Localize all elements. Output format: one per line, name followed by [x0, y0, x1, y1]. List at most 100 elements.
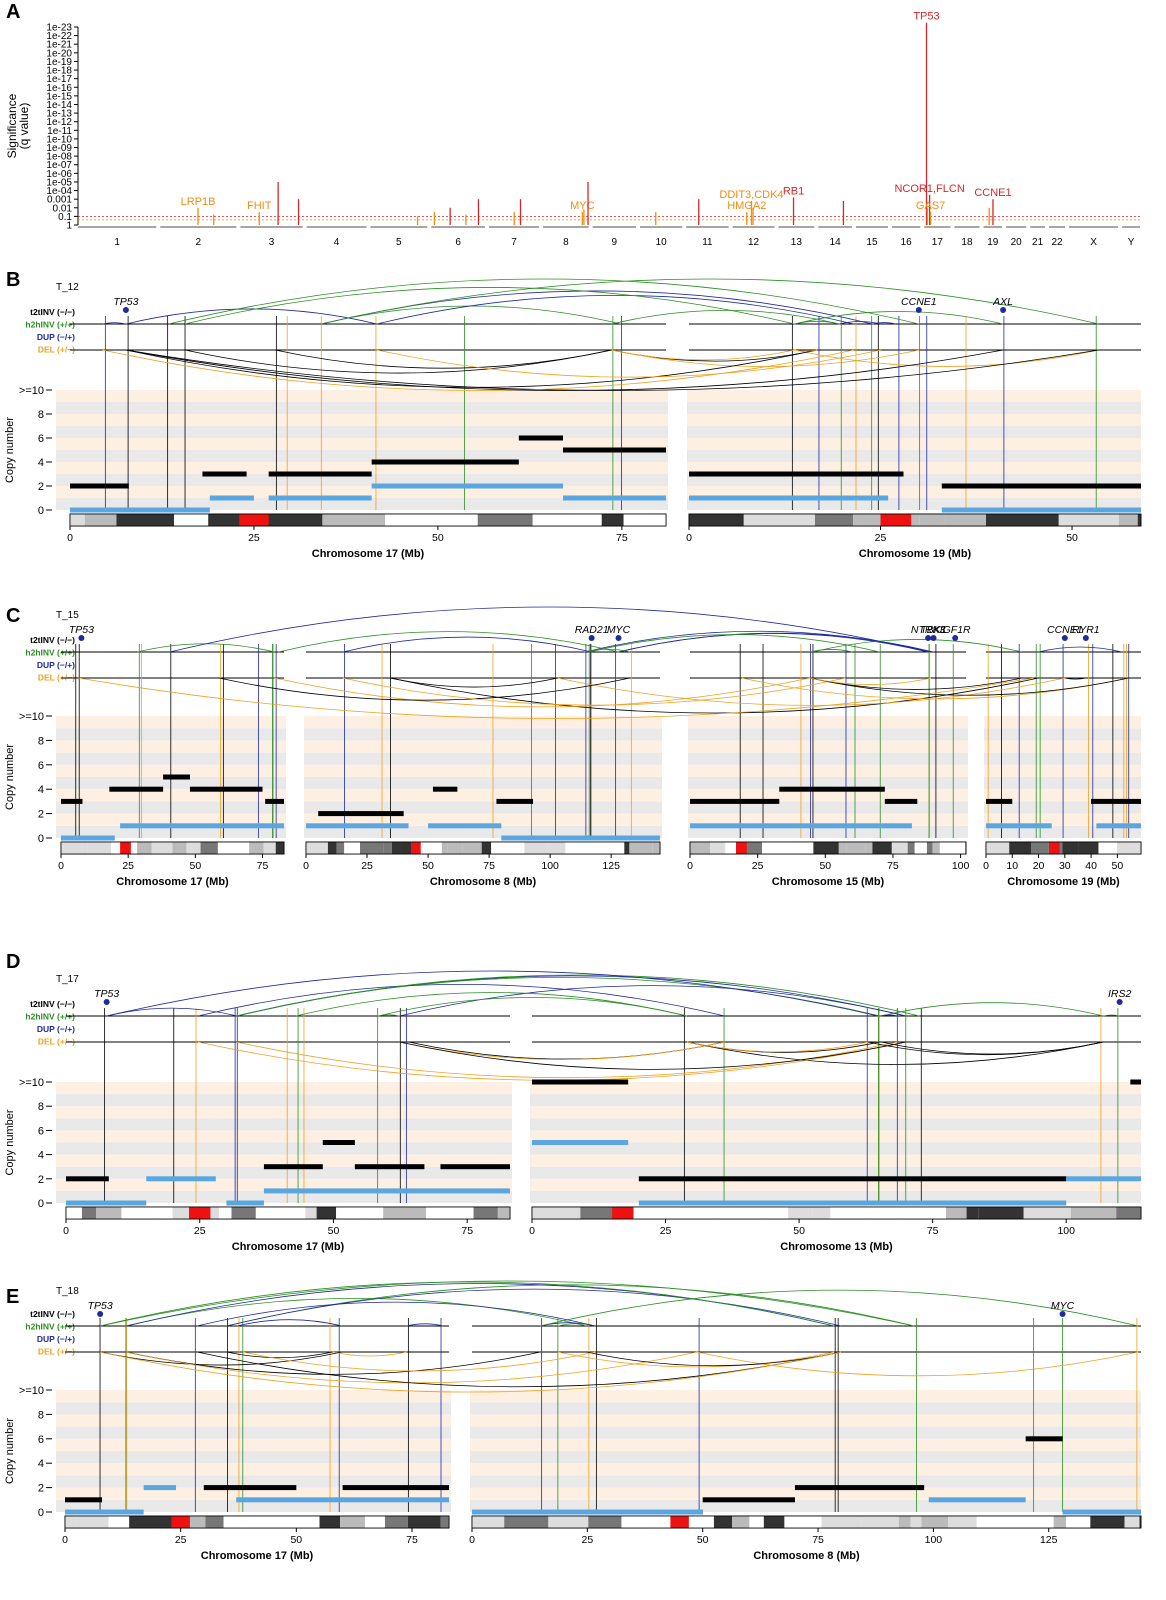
x-tick-label: 75	[887, 860, 899, 872]
sv-legend-0: t2tINV (−/−)	[30, 307, 75, 317]
sv-arc	[686, 1041, 1104, 1065]
ideogram-band	[426, 1207, 474, 1219]
chromosome-label: 2	[196, 237, 202, 248]
y-tick-label: 1e-04	[46, 186, 72, 197]
ideogram-band	[667, 1207, 714, 1219]
cn-band	[56, 426, 1141, 438]
gene-label: IGF1R	[940, 624, 971, 636]
ideogram-band	[765, 1207, 789, 1219]
ideogram-band	[84, 514, 117, 526]
minor-cn-segment	[986, 823, 1052, 829]
ideogram-band	[1023, 1207, 1071, 1219]
minor-cn-segment	[70, 507, 210, 513]
x-tick-label: 50	[819, 860, 831, 872]
ideogram-band	[624, 842, 630, 854]
sv-arc	[399, 985, 907, 1017]
total-cn-segment	[440, 1164, 510, 1170]
x-tick-label: 0	[529, 1225, 535, 1237]
y-tick-label: 1e-12	[46, 117, 72, 128]
ideogram-band	[814, 514, 854, 526]
cn-band	[56, 777, 1141, 790]
chromosome-label: 16	[901, 237, 913, 248]
ideogram-band	[786, 842, 814, 854]
y-tick-label: 6	[38, 1434, 44, 1446]
ideogram-band	[580, 1207, 621, 1219]
x-tick-label: 50	[290, 1534, 302, 1546]
ideogram-band	[255, 1207, 306, 1219]
total-cn-segment	[109, 786, 164, 792]
ideogram-band	[532, 514, 602, 526]
ideogram-outline	[69, 513, 667, 527]
centromere	[171, 1516, 190, 1528]
y-tick-label: 0.1	[58, 212, 72, 223]
sv-legend-0: t2tINV (−/−)	[30, 635, 75, 645]
y-tick-label: 1e-21	[46, 40, 72, 51]
ideogram-band	[407, 1516, 441, 1528]
ideogram-band	[81, 842, 88, 854]
sample-label: T_17	[56, 974, 79, 985]
ideogram-band	[504, 842, 525, 854]
ideogram-band	[174, 514, 209, 526]
segment-gap	[512, 1080, 530, 1205]
sv-arc	[137, 643, 275, 653]
sv-arc	[100, 1280, 915, 1327]
x-tick-label: 0	[469, 1534, 475, 1546]
gene-label: IRS2	[1108, 988, 1132, 1000]
y-tick-label: 1e-23	[46, 23, 72, 34]
y-tick-label: 1e-13	[46, 109, 72, 120]
ideogram-band	[588, 1516, 622, 1528]
gene-label: NTRK3	[911, 624, 946, 636]
gene-marker	[122, 307, 129, 313]
sv-legend-0: t2tINV (−/−)	[30, 1309, 75, 1319]
cn-band	[56, 1190, 1141, 1203]
x-axis-label: Chromosome 17 (Mb)	[232, 1241, 345, 1253]
ideogram-band	[907, 842, 915, 854]
ideogram-band	[1066, 1516, 1091, 1528]
cn-band	[56, 1402, 1141, 1415]
ideogram-band	[364, 1516, 385, 1528]
x-tick-label: 75	[461, 1225, 473, 1237]
y-tick-label: 0	[38, 1507, 44, 1519]
ideogram-band	[186, 842, 201, 854]
ideogram-band	[477, 514, 533, 526]
peak-label: TP53	[913, 11, 939, 23]
y-tick-label: 1e-06	[46, 169, 72, 180]
minor-cn-segment	[268, 495, 372, 501]
ideogram-outline	[689, 841, 967, 855]
ideogram-band	[129, 1516, 174, 1528]
ideogram-band	[710, 842, 726, 854]
minor-cn-segment	[226, 1200, 264, 1206]
ideogram-band	[441, 842, 448, 854]
y-tick-label: 6	[38, 433, 44, 445]
sv-arc	[812, 639, 1022, 653]
gene-marker	[1082, 635, 1089, 641]
ideogram-band	[861, 1516, 899, 1528]
cn-band	[56, 1463, 1141, 1476]
cn-band	[56, 1154, 1141, 1167]
x-tick-label: 10	[1006, 860, 1018, 872]
ideogram-band	[601, 514, 624, 526]
sv-arc	[196, 1351, 842, 1388]
chromosome-label: 17	[932, 237, 944, 248]
chromosome-label: 8	[563, 237, 569, 248]
ideogram-band	[743, 514, 815, 526]
sv-legend-3: DEL (+/−)	[38, 1346, 75, 1356]
ideogram-band	[689, 514, 744, 526]
sv-arc	[378, 997, 688, 1017]
cn-band	[56, 1094, 1141, 1107]
total-cn-segment	[496, 798, 534, 804]
sv-arc	[226, 1288, 842, 1327]
sv-arc	[126, 1351, 541, 1375]
centromere	[1049, 842, 1060, 854]
x-tick-label: 50	[697, 1534, 709, 1546]
gene-label: MYC	[607, 624, 631, 636]
cn-band	[56, 752, 1141, 765]
ideogram-band	[223, 1516, 249, 1528]
chromosome-label: 6	[455, 237, 461, 248]
ideogram-band	[1116, 1207, 1141, 1219]
chromosome-label: 1	[114, 237, 120, 248]
gene-label: MYC	[1051, 1300, 1075, 1312]
total-cn-segment	[779, 786, 885, 792]
cn-band	[56, 764, 1141, 777]
ideogram-band	[948, 1516, 977, 1528]
